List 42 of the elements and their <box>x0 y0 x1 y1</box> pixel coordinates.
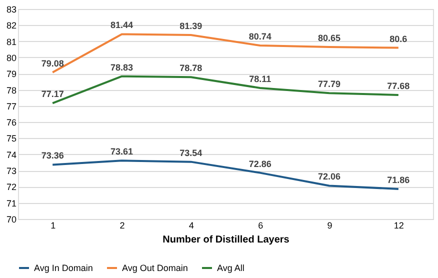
legend-label: Avg Out Domain <box>122 263 188 273</box>
data-label: 78.83 <box>110 62 134 72</box>
y-tick-label: 83 <box>6 4 16 14</box>
data-label: 81.39 <box>180 21 202 32</box>
data-label: 77.79 <box>318 79 341 90</box>
data-label: 72.06 <box>318 172 341 182</box>
y-tick-label: 78 <box>6 85 16 96</box>
data-label: 77.17 <box>41 89 64 100</box>
data-label: 80.65 <box>318 32 341 43</box>
y-tick-label: 73 <box>6 166 16 176</box>
x-tick-label: 1 <box>50 220 56 230</box>
data-label: 79.08 <box>41 58 64 68</box>
data-label: 72.86 <box>248 158 272 169</box>
data-label: 81.44 <box>110 20 134 30</box>
y-tick-label: 74 <box>6 150 16 160</box>
y-tick-label: 81 <box>6 36 16 47</box>
data-label: 73.54 <box>180 148 202 158</box>
data-label: 73.36 <box>41 150 64 161</box>
x-tick-label: 12 <box>394 220 404 230</box>
x-tick-label: 6 <box>258 220 264 230</box>
x-tick-label: 9 <box>327 220 332 230</box>
y-tick-label: 70 <box>6 214 16 224</box>
y-tick-label: 82 <box>6 20 16 31</box>
data-label: 80.6 <box>390 34 408 44</box>
x-tick-label: 2 <box>120 220 125 230</box>
y-tick-label: 72 <box>6 182 16 192</box>
y-tick-label: 79 <box>6 69 16 80</box>
y-tick-label: 80 <box>6 52 16 63</box>
data-label: 77.68 <box>387 80 410 91</box>
data-label: 71.86 <box>387 174 410 185</box>
y-tick-label: 77 <box>6 101 16 112</box>
legend-label: Avg All <box>217 263 244 273</box>
data-label: 78.11 <box>249 74 272 84</box>
y-tick-label: 71 <box>6 198 16 208</box>
legend-label: Avg In Domain <box>34 263 93 273</box>
y-tick-label: 76 <box>6 118 16 128</box>
x-axis-title: Number of Distilled Layers <box>162 234 290 246</box>
y-tick-label: 75 <box>6 134 16 144</box>
data-label: 78.78 <box>180 63 202 74</box>
data-label: 80.74 <box>248 32 272 42</box>
data-label: 73.61 <box>110 146 134 157</box>
x-tick-label: 4 <box>188 220 194 230</box>
